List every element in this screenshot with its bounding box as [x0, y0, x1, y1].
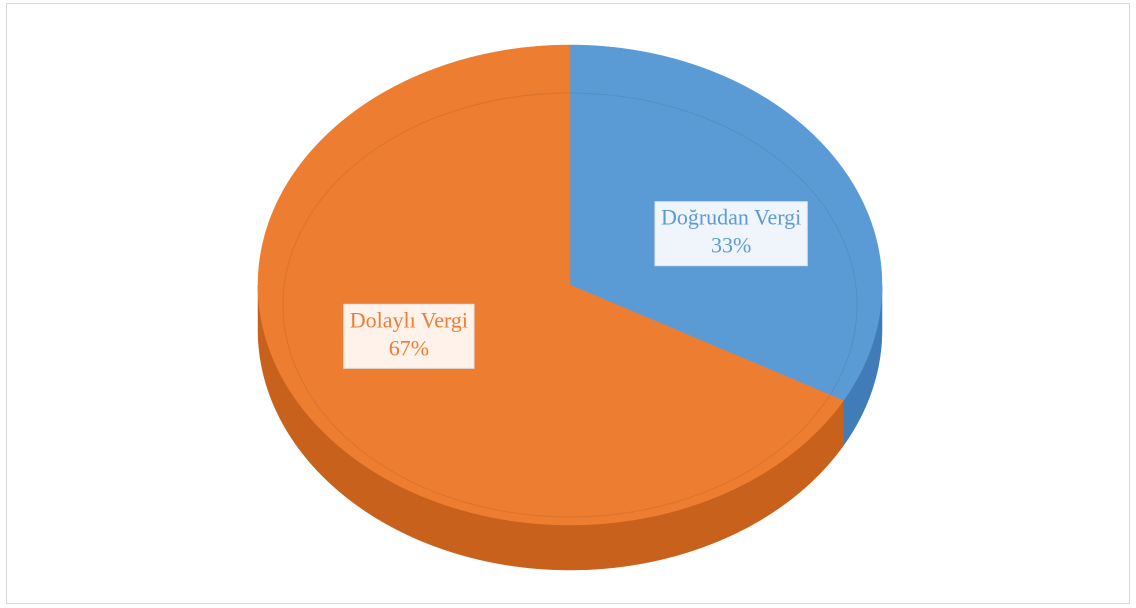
data-label: Dolaylı Vergi 67%: [343, 303, 475, 369]
data-label-category: Dolaylı Vergi: [350, 307, 468, 332]
data-label-box: [343, 303, 475, 369]
data-label-category: Doğrudan Vergi: [661, 205, 801, 230]
slice: [257, 44, 844, 526]
data-label-value: 33%: [711, 233, 751, 258]
slice-rim: [282, 92, 858, 518]
data-label: Doğrudan Vergi 33%: [654, 201, 808, 267]
data-label-value: 67%: [389, 335, 429, 360]
data-label-box: [654, 201, 808, 267]
